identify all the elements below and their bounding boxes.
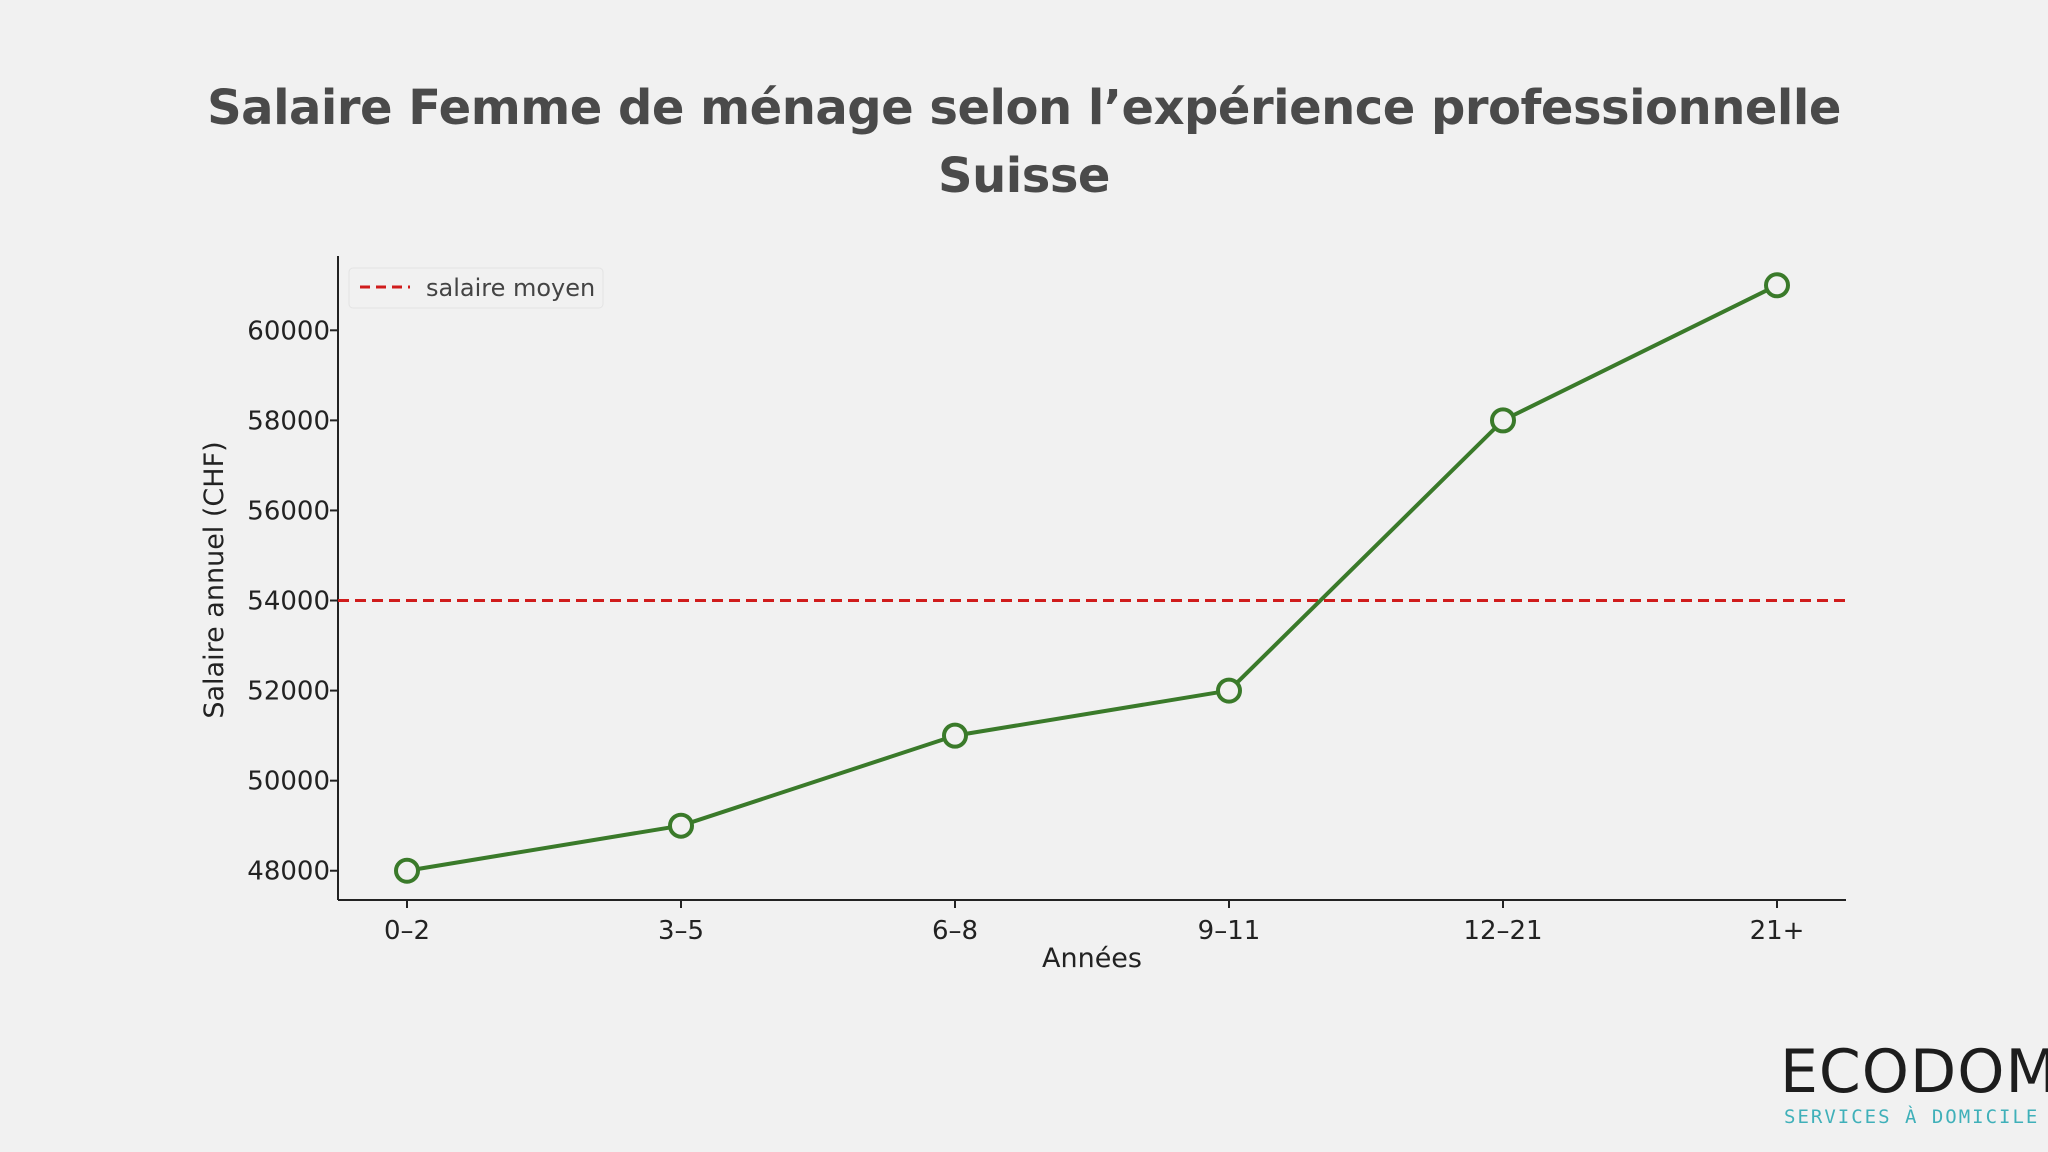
data-point (668, 812, 694, 839)
series-group (394, 272, 1790, 884)
chart-title-line-2: Suisse (938, 148, 1110, 204)
x-tick-label: 9–11 (1198, 916, 1261, 946)
x-axis-label: Années (1042, 943, 1142, 974)
legend-label: salaire moyen (426, 274, 595, 302)
data-point (1490, 407, 1516, 434)
x-ticks: 0–2 3–5 6–8 9–11 12–21 21+ (384, 900, 1804, 946)
logo-wordmark: ECODOM (1780, 1037, 2048, 1107)
chart-axes (337, 256, 1846, 901)
data-point (1764, 272, 1790, 299)
logo-subtitle: SERVICES À DOMICILE (1784, 1106, 2040, 1128)
chart-title: Salaire Femme de ménage selon l’expérien… (0, 74, 2048, 210)
data-point (394, 857, 420, 884)
x-tick-label: 21+ (1750, 916, 1805, 946)
data-point (1216, 677, 1242, 704)
y-tick-label: 52000 (247, 677, 330, 707)
ecodom-logo: ECODOM SERVICES À DOMICILE (1780, 1036, 2048, 1136)
chart-title-line-1: Salaire Femme de ménage selon l’expérien… (207, 80, 1841, 136)
legend-box (348, 267, 604, 309)
x-tick-label: 12–21 (1463, 916, 1542, 946)
y-axis-label: Salaire annuel (CHF) (199, 441, 230, 718)
y-ticks: 48000 50000 52000 54000 56000 58000 60000 (247, 316, 338, 887)
legend: salaire moyen (348, 267, 604, 309)
data-point (942, 722, 968, 749)
y-tick-label: 60000 (247, 316, 330, 346)
y-tick-label: 50000 (247, 767, 330, 797)
y-tick-label: 48000 (247, 857, 330, 887)
x-tick-label: 6–8 (932, 916, 978, 946)
x-tick-label: 3–5 (658, 916, 704, 946)
salary-series-line (406, 283, 1778, 873)
y-tick-label: 54000 (247, 587, 330, 617)
y-tick-label: 58000 (247, 406, 330, 436)
x-tick-label: 0–2 (384, 916, 430, 946)
y-tick-label: 56000 (247, 496, 330, 526)
